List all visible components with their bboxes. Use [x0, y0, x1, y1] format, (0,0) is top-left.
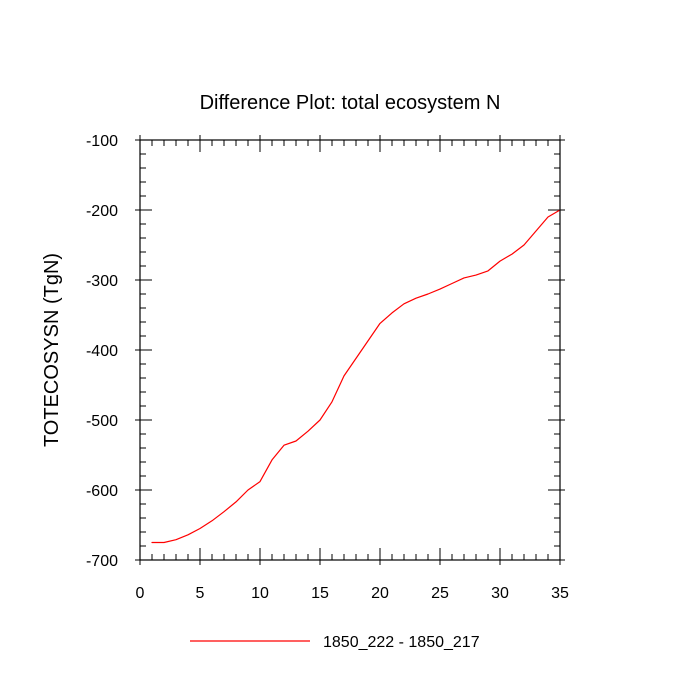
y-tick-label: -100: [86, 133, 118, 150]
chart-title: Difference Plot: total ecosystem N: [200, 92, 501, 114]
x-tick-label: 25: [431, 585, 449, 602]
y-tick-label: -700: [86, 553, 118, 570]
plot-frame: [139, 139, 561, 561]
x-tick-label: 15: [311, 585, 329, 602]
tick-layer: 0 5 10 15 20 25 30 35 -700 -600 -500 -400 -300 -200 -1…: [86, 133, 569, 602]
plot-layer: [151, 209, 561, 544]
legend-label: 1850_222 - 1850_217: [323, 634, 480, 651]
x-tick-label: 5: [196, 585, 205, 602]
y-tick-label: -300: [86, 273, 118, 290]
y-tick-label: -500: [86, 413, 118, 430]
y-tick-label: -600: [86, 483, 118, 500]
y-tick-label: -400: [86, 343, 118, 360]
x-tick-label: 0: [136, 585, 145, 602]
x-tick-label: 20: [371, 585, 389, 602]
x-tick-label: 30: [491, 585, 509, 602]
y-tick-label: -200: [86, 203, 118, 220]
legend: 1850_222 - 1850_217: [190, 634, 480, 651]
x-tick-label: 10: [251, 585, 269, 602]
y-axis-label: TOTECOSYSN (TgN): [41, 253, 63, 447]
x-tick-label: 35: [551, 585, 569, 602]
series-line-0: [151, 209, 561, 544]
